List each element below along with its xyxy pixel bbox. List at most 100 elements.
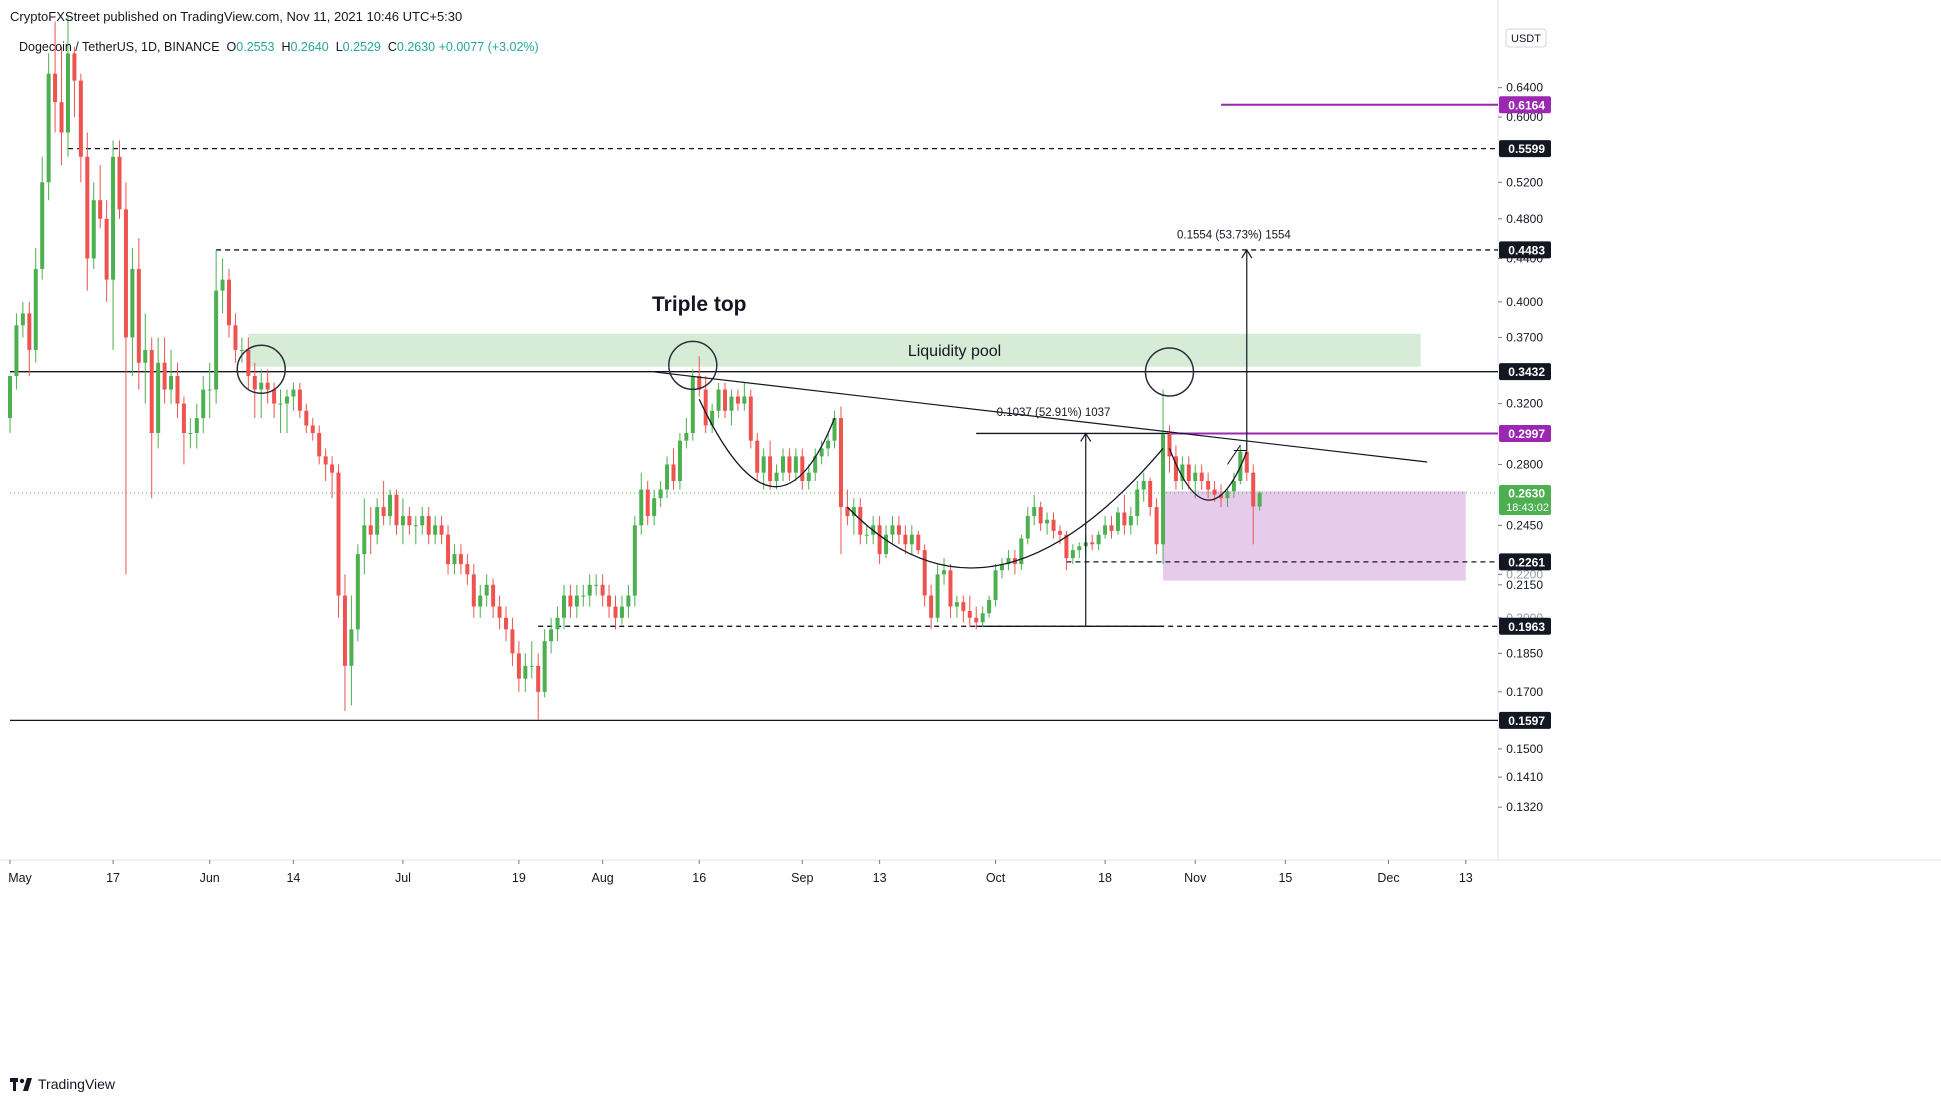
candle: [181, 396, 186, 465]
y-tick-label: 0.1410: [1506, 770, 1543, 784]
candle-body: [864, 534, 869, 536]
candle-body: [594, 584, 599, 586]
candle-body: [1090, 542, 1095, 545]
candle: [143, 313, 148, 404]
y-tick-label: 0.1850: [1506, 646, 1543, 660]
ohlc-close: C0.2630: [387, 40, 436, 54]
candle-body: [214, 290, 219, 390]
candle-body: [59, 102, 64, 133]
drawings: [236, 248, 1428, 627]
candle-body: [111, 156, 116, 280]
candle-body: [1038, 507, 1043, 524]
currency-label: USDT: [1511, 33, 1541, 45]
candle: [111, 140, 116, 350]
price-label: 0.1963: [1499, 617, 1551, 635]
candle-body: [516, 653, 521, 679]
triple-top-circle: [1144, 347, 1195, 397]
candle: [748, 389, 753, 449]
candle: [935, 564, 940, 623]
candle: [1135, 481, 1140, 526]
candle: [510, 617, 515, 666]
candle: [400, 498, 405, 545]
candle: [890, 516, 895, 545]
time-axis[interactable]: May 17 Jun 14 Jul 19 Aug 16 Sep 13 Oct 18 Nov 15 Dec 13: [8, 860, 1473, 885]
candle: [1141, 472, 1146, 502]
candle: [942, 558, 947, 585]
candle-body: [458, 554, 463, 565]
candle-body: [355, 554, 360, 630]
candle: [1206, 472, 1211, 499]
candle: [838, 406, 843, 555]
candle-body: [310, 425, 315, 433]
candle-body: [1064, 534, 1069, 559]
candle: [201, 375, 206, 433]
x-tick-label: 17: [106, 871, 120, 885]
candle: [568, 584, 573, 618]
candle: [1070, 544, 1075, 565]
candle: [1193, 464, 1198, 499]
candle-body: [613, 606, 618, 618]
candle: [574, 584, 579, 618]
candle-body: [1231, 481, 1236, 492]
x-tick-label: 16: [692, 871, 706, 885]
candle: [787, 448, 792, 482]
candle-body: [961, 602, 966, 612]
candle-body: [1115, 512, 1120, 531]
tradingview-footer[interactable]: TradingView: [10, 1076, 115, 1092]
price-label: 0.6164: [1499, 96, 1551, 114]
candle-body: [104, 218, 109, 280]
candle-body: [1019, 538, 1024, 565]
symbol-legend[interactable]: Dogecoin / TetherUS, 1D, BINANCE O0.2553…: [19, 40, 539, 54]
candle-body: [1251, 472, 1256, 507]
candle-body: [716, 389, 721, 411]
candle: [304, 403, 309, 433]
candle: [594, 574, 599, 596]
candle: [194, 403, 199, 449]
candle-body: [349, 629, 354, 666]
candle: [735, 389, 740, 411]
measure-label: 0.1554 (53.73%) 1554: [1177, 230, 1291, 242]
candle: [1025, 507, 1030, 545]
candle-body: [652, 498, 657, 517]
price-label-value: 0.2261: [1508, 555, 1545, 569]
currency-box: [1505, 28, 1547, 48]
candle-body: [1025, 516, 1030, 539]
candle: [342, 574, 347, 712]
candle: [252, 362, 257, 419]
target-zone: [1163, 491, 1466, 581]
candle: [272, 382, 277, 419]
candle-body: [877, 525, 882, 555]
candle-body: [697, 375, 702, 390]
candle: [85, 132, 90, 291]
candle-body: [484, 584, 489, 596]
candle-body: [420, 516, 425, 526]
candle: [710, 403, 715, 433]
candle: [413, 516, 418, 545]
price-label-box: [1499, 241, 1551, 259]
candle: [130, 248, 135, 376]
candle-body: [53, 73, 58, 103]
price-axis[interactable]: 0.64000.60000.52000.48000.44000.40000.37…: [1498, 28, 1551, 814]
candle-body: [1128, 516, 1133, 526]
candle: [922, 544, 927, 607]
brand-name: TradingView: [38, 1076, 116, 1092]
candle: [671, 448, 676, 490]
price-label: 0.4483: [1499, 241, 1551, 259]
x-tick-label: Sep: [791, 871, 813, 885]
price-label-value: 0.2997: [1508, 427, 1545, 441]
x-tick-label: 14: [286, 871, 300, 885]
candle: [246, 337, 251, 390]
price-label-box: [1499, 363, 1551, 381]
candle: [278, 389, 283, 433]
price-label-box: [1499, 424, 1551, 442]
candle-body: [130, 268, 135, 338]
candle-body: [826, 440, 831, 449]
candle: [1019, 534, 1024, 571]
candle-body: [723, 389, 728, 411]
candle: [677, 433, 682, 490]
price-label-box: [1499, 484, 1551, 515]
candle: [426, 507, 431, 545]
measure-label: 0.1037 (52.91%) 1037: [997, 407, 1111, 419]
candle: [1038, 501, 1043, 531]
